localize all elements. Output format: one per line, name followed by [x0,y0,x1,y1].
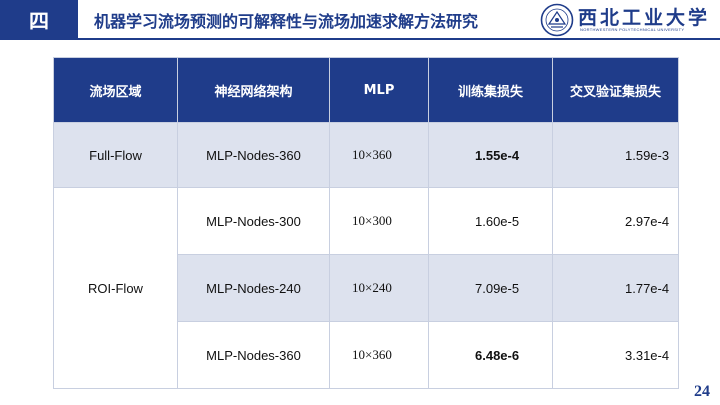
mlp-cell: 10×300 [329,187,429,255]
header-rule [0,38,720,40]
mlp-cell: 10×240 [329,254,429,322]
mlp-cell: 10×360 [329,321,429,389]
slide-title: 机器学习流场预测的可解释性与流场加速求解方法研究 [94,12,479,31]
results-table: 流场区域 神经网络架构 MLP 训练集损失 交叉验证集损失 Full-Flow … [53,57,679,389]
university-logo: 西北工业大学 NORTHWESTERN POLYTECHNICAL UNIVER… [540,2,718,38]
architecture-cell: MLP-Nodes-240 [177,254,330,322]
header-region: 流场区域 [53,57,178,123]
mlp-cell: 10×360 [329,122,429,188]
university-english-name: NORTHWESTERN POLYTECHNICAL UNIVERSITY [580,27,685,32]
table-row: MLP-Nodes-240 10×240 7.09e-5 1.77e-4 [54,254,679,322]
section-number-box: 四 [0,0,78,38]
train-loss-cell: 1.55e-4 [428,122,553,188]
header-val-loss: 交叉验证集损失 [552,57,679,123]
table-row: ROI-Flow MLP-Nodes-300 10×300 1.60e-5 2.… [53,187,679,389]
region-cell: Full-Flow [53,122,178,188]
slide-header: 四 机器学习流场预测的可解释性与流场加速求解方法研究 西北工业大学 NORTHW… [0,0,720,38]
architecture-cell: MLP-Nodes-360 [177,122,330,188]
architecture-cell: MLP-Nodes-360 [177,321,330,389]
section-number: 四 [29,8,49,33]
table-row: MLP-Nodes-360 10×360 6.48e-6 3.31e-4 [54,321,679,389]
header-train-loss: 训练集损失 [428,57,553,123]
train-loss-cell: 1.60e-5 [428,187,553,255]
university-emblem-icon [540,3,574,37]
architecture-cell: MLP-Nodes-300 [177,187,330,255]
val-loss-cell: 3.31e-4 [552,321,679,389]
university-name: 西北工业大学 [578,7,711,29]
header-mlp: MLP [329,57,429,123]
train-loss-cell: 7.09e-5 [428,254,553,322]
header-architecture: 神经网络架构 [177,57,330,123]
train-loss-cell: 6.48e-6 [428,321,553,389]
table-row: Full-Flow MLP-Nodes-360 10×360 1.55e-4 1… [53,122,679,188]
table-header-row: 流场区域 神经网络架构 MLP 训练集损失 交叉验证集损失 [53,57,679,123]
region-cell: ROI-Flow [53,187,178,389]
val-loss-cell: 1.59e-3 [552,122,679,188]
val-loss-cell: 2.97e-4 [552,187,679,255]
page-number: 24 [694,383,710,400]
val-loss-cell: 1.77e-4 [552,254,679,322]
